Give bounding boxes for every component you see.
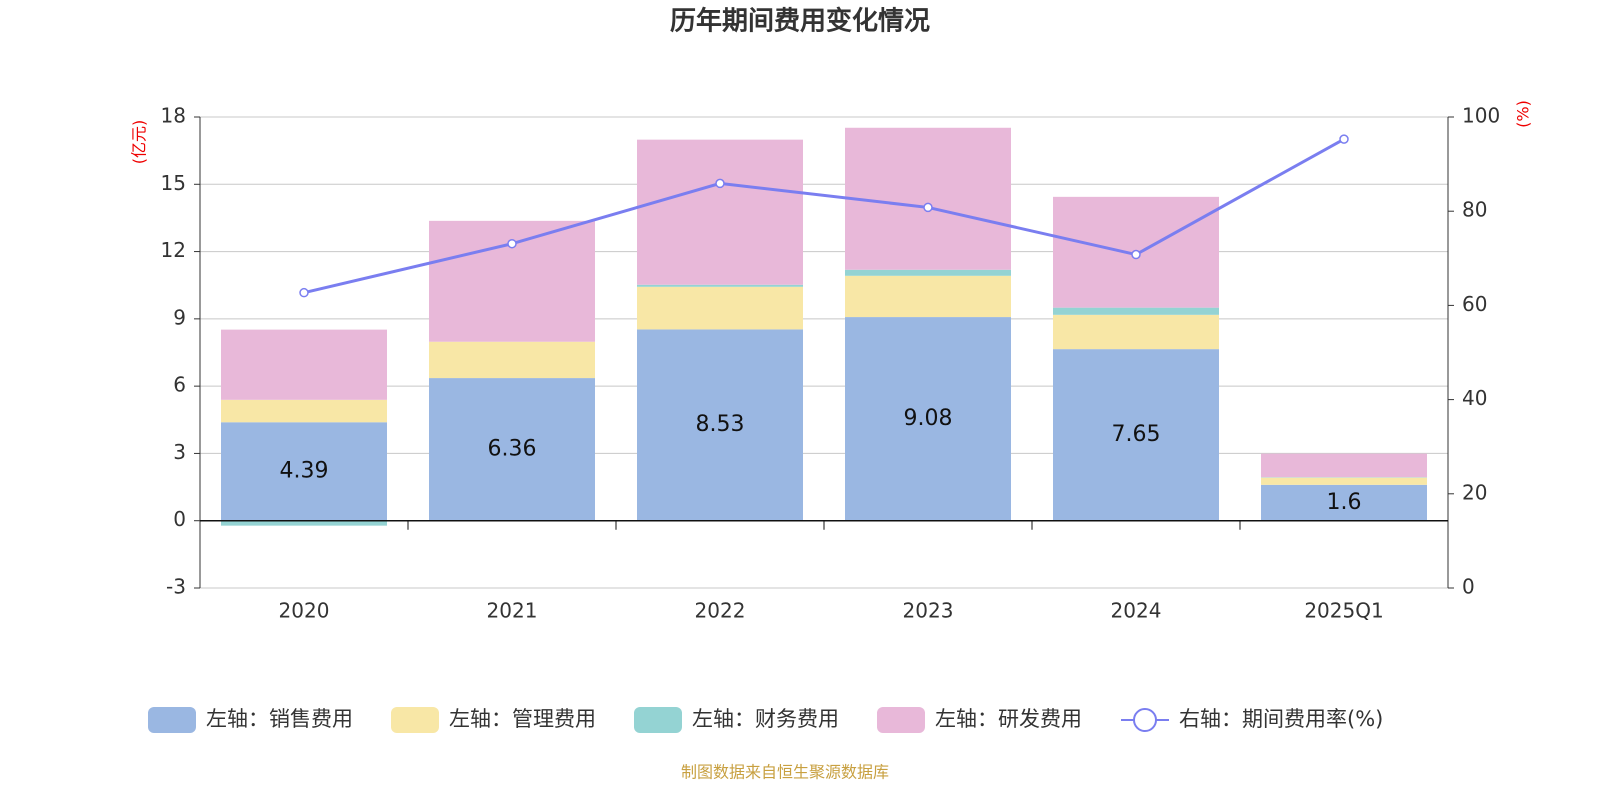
y2-tick-label: 60 [1462, 292, 1487, 316]
line-point [715, 178, 725, 189]
data-label: 1.6 [1327, 490, 1362, 515]
line-point [507, 238, 517, 249]
source-note: 制图数据来自恒生聚源数据库 [681, 763, 889, 782]
y-tick-label: 3 [173, 440, 186, 464]
legend-label: 左轴：财务费用 [692, 707, 839, 731]
chart-title: 历年期间费用变化情况 [670, 6, 930, 37]
bar [845, 127, 1011, 270]
legend-swatch [148, 707, 196, 733]
line-point [1131, 249, 1141, 260]
legend-label: 左轴：研发费用 [935, 707, 1082, 731]
bar [1053, 349, 1219, 521]
y-tick-label: 15 [161, 171, 186, 195]
legend-label: 左轴：管理费用 [449, 707, 596, 731]
y2-tick-label: 0 [1462, 575, 1475, 599]
y-axis-label: (亿元) [130, 120, 149, 165]
bar [221, 399, 387, 423]
bar [637, 284, 803, 287]
data-label: 6.36 [488, 436, 537, 461]
y2-tick-label: 80 [1462, 198, 1487, 222]
legend-swatch [391, 707, 439, 733]
data-label: 7.65 [1112, 422, 1161, 447]
x-tick-label: 2024 [1111, 599, 1162, 623]
legend-marker [1133, 708, 1157, 732]
bar [1053, 307, 1219, 315]
bar [221, 520, 387, 526]
bar [1261, 477, 1427, 485]
x-tick-label: 2020 [279, 599, 330, 623]
bar [1261, 453, 1427, 478]
y-tick-label: 6 [173, 373, 186, 397]
legend-label: 右轴：期间费用率(%) [1179, 707, 1383, 731]
y-tick-label: 9 [173, 305, 186, 329]
x-tick-label: 2023 [903, 599, 954, 623]
bar [1053, 314, 1219, 350]
y2-axis-label: (%) [1514, 100, 1533, 128]
line-point [1339, 134, 1349, 144]
y2-tick-label: 40 [1462, 386, 1487, 410]
y-tick-label: 0 [173, 507, 186, 531]
legend-swatch [877, 707, 925, 733]
y2-tick-label: 100 [1462, 104, 1500, 128]
bar [845, 317, 1011, 521]
data-label: 8.53 [696, 412, 745, 437]
bar [845, 275, 1011, 318]
data-label: 4.39 [280, 458, 329, 483]
bar [637, 286, 803, 330]
line-point [923, 202, 933, 213]
bar [637, 329, 803, 521]
data-label: 9.08 [904, 406, 953, 431]
bar [845, 269, 1011, 276]
y-tick-label: 12 [161, 238, 186, 262]
bar [429, 378, 595, 521]
y-tick-label: -3 [166, 575, 186, 599]
bar [221, 422, 387, 521]
y-tick-label: 18 [161, 104, 186, 128]
line [303, 137, 1345, 295]
legend-label: 左轴：销售费用 [206, 707, 353, 731]
line-point [299, 287, 309, 298]
bar [221, 329, 387, 400]
x-tick-label: 2021 [487, 599, 538, 623]
bar [429, 341, 595, 379]
bar [637, 139, 803, 285]
legend-swatch [634, 707, 682, 733]
x-tick-label: 2022 [695, 599, 746, 623]
x-tick-label: 2025Q1 [1304, 599, 1383, 623]
y2-tick-label: 20 [1462, 480, 1487, 504]
bar [1261, 484, 1427, 521]
